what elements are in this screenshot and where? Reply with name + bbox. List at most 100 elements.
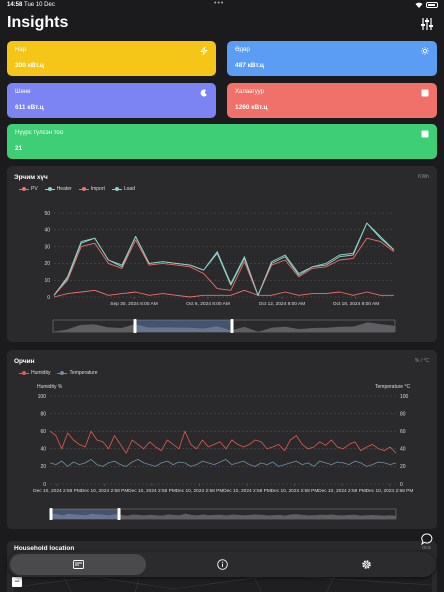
wifi-icon: [415, 2, 423, 8]
legend-label: Heater: [56, 186, 72, 192]
navigator-handle-right[interactable]: [117, 508, 121, 520]
card-title: Шөнө: [15, 89, 31, 95]
left-axis-title: Humidity %: [37, 384, 63, 390]
x-tick-label: Dec 10, 2024 2:58 PM: [128, 488, 176, 494]
multitask-dots-icon[interactable]: •••: [214, 0, 225, 7]
filter-sliders-icon[interactable]: [420, 18, 434, 30]
navigator-handle-left[interactable]: [133, 319, 137, 333]
sun-icon: [421, 47, 429, 55]
y-tick-label-right: 0: [400, 482, 403, 488]
card-coal[interactable]: Нүүрс түлсэн тоо 21: [7, 124, 437, 159]
card-heater[interactable]: Халаагуур 1260 кВт.ц: [227, 83, 437, 118]
card-value: 300 кВт.ц: [15, 62, 44, 69]
card-title: Нар: [15, 47, 27, 53]
legend-item[interactable]: PV: [19, 186, 38, 192]
legend-item[interactable]: Temperature: [57, 370, 98, 376]
legend-label: Load: [123, 186, 135, 192]
y-tick-label-right: 100: [400, 394, 409, 400]
legend-item[interactable]: Heater: [44, 186, 72, 192]
legend-item[interactable]: Load: [111, 186, 135, 192]
panel-title: Эрчим хүч: [14, 174, 48, 181]
chart-legend: Humidity Temperature: [19, 370, 98, 376]
x-tick-label: Oct 12, 2024 8:00 AM: [259, 301, 305, 307]
x-tick-label: Sep 30, 2024 8:00 AM: [110, 301, 157, 307]
environment-line-chart: 0 0 20 20 40 40 60 60 80 80 100 100 Dec 10, 2024 2:5…: [33, 394, 414, 520]
map-label: Olds: [421, 545, 431, 550]
y-tick-label: 20: [44, 261, 50, 267]
legend-swatch: [19, 186, 29, 192]
tab-settings[interactable]: [298, 554, 434, 575]
dashboard-icon: [72, 560, 84, 569]
x-tick-label: Dec 10, 2024 2:58 PM: [271, 488, 319, 494]
environment-chart-panel: Орчин % / °C Humidity Temperature Humidit…: [7, 350, 437, 529]
navigator-area: [51, 513, 396, 519]
gear-icon: [361, 560, 371, 569]
x-tick-label: Dec 10, 2024 2:58 PM: [223, 488, 271, 494]
panel-unit: KWh: [418, 174, 429, 180]
tab-dashboard[interactable]: [10, 554, 146, 575]
x-tick-label: Dec 10, 2024 2:58 PM: [366, 488, 414, 494]
y-tick-label: 80: [40, 411, 46, 417]
card-title: Өдөр: [235, 47, 250, 53]
heater-icon: [421, 89, 429, 97]
page-title: Insights: [7, 14, 69, 31]
bottom-tab-bar: [8, 552, 436, 577]
y-tick-label-right: 60: [400, 429, 406, 435]
card-night[interactable]: Шөнө 611 кВт.ц: [7, 83, 216, 118]
legend-label: PV: [31, 186, 38, 192]
chart-legend: PV Heater Import Load: [19, 186, 135, 192]
x-tick-label: Dec 10, 2024 2:58 PM: [318, 488, 366, 494]
series-line-import: [53, 237, 395, 296]
y-tick-label: 0: [43, 482, 46, 488]
series-line-load: [53, 222, 395, 296]
navigator-handle-right[interactable]: [230, 319, 234, 333]
series-line-pv: [53, 289, 394, 298]
card-value: 1260 кВт.ц: [235, 104, 268, 111]
x-tick-label: Dec 10, 2024 2:58 PM: [81, 488, 129, 494]
series-line-humidity: [49, 430, 397, 454]
y-tick-label-right: 80: [400, 411, 406, 417]
status-indicators: [415, 2, 438, 8]
energy-chart-panel: Эрчим хүч KWh PV Heater Import Load 0 10 20 30…: [7, 166, 437, 342]
legend-item[interactable]: Import: [78, 186, 105, 192]
status-time: 14:58 Tue 10 Dec: [7, 2, 55, 8]
y-tick-label: 10: [44, 278, 50, 284]
y-tick-label: 40: [44, 228, 50, 234]
y-tick-label: 30: [44, 244, 50, 250]
card-day[interactable]: Өдөр 487 кВт.ц: [227, 41, 437, 76]
legend-swatch: [111, 186, 122, 192]
energy-line-chart: 0 10 20 30 40 50 Sep 30, 2024 8:00 AM Oct 6, 20…: [44, 211, 396, 333]
right-axis-title: Temperature °C: [375, 384, 411, 390]
navigator-area: [53, 322, 395, 332]
x-tick-label: Oct 18, 2024 8:00 AM: [333, 301, 379, 307]
x-tick-label: Dec 10, 2024 2:58 PM: [33, 488, 81, 494]
card-sun[interactable]: Нар 300 кВт.ц: [7, 41, 216, 76]
chat-bubble-icon[interactable]: [421, 533, 433, 545]
y-tick-label-right: 40: [400, 447, 406, 453]
moon-icon: [200, 89, 207, 97]
map-title: Household location: [14, 545, 75, 552]
y-tick-label: 50: [44, 211, 50, 217]
panel-unit: % / °C: [414, 358, 429, 364]
y-tick-label: 0: [47, 295, 50, 301]
series-line-temperature: [49, 459, 397, 467]
card-value: 21: [15, 145, 23, 152]
card-value: 611 кВт.ц: [15, 104, 44, 111]
legend-swatch: [78, 186, 89, 192]
map-zoom-out-button[interactable]: −: [12, 577, 22, 587]
y-tick-label: 40: [40, 447, 46, 453]
legend-swatch: [19, 370, 29, 376]
y-tick-label-right: 20: [400, 464, 406, 470]
navigator-handle-left[interactable]: [49, 508, 53, 520]
navigator-selection[interactable]: [51, 509, 119, 519]
legend-item[interactable]: Humidity: [19, 370, 50, 376]
status-bar: 14:58 Tue 10 Dec •••: [0, 0, 444, 12]
tab-info[interactable]: [154, 554, 290, 575]
battery-icon: [426, 2, 438, 8]
legend-label: Import: [90, 186, 105, 192]
legend-label: Humidity: [31, 370, 51, 376]
navigator-selection[interactable]: [135, 320, 232, 332]
panel-title: Орчин: [14, 358, 35, 365]
y-tick-label: 60: [40, 429, 46, 435]
card-title: Халаагуур: [235, 89, 264, 95]
